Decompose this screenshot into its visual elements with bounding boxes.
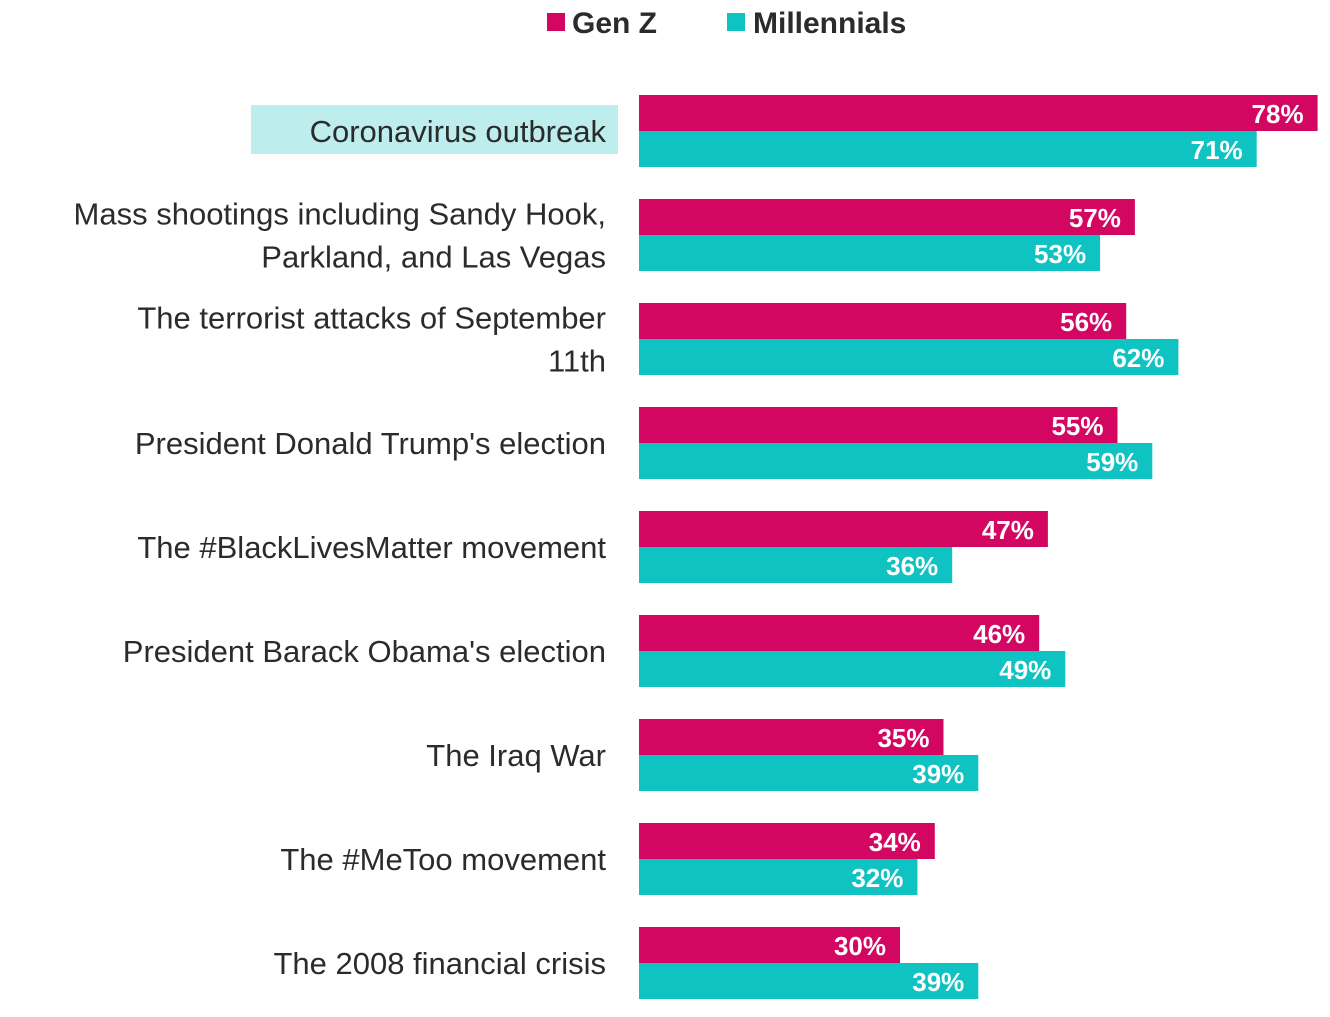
category-highlight <box>251 105 618 154</box>
bar-gen-z <box>639 927 900 963</box>
category-label: The terrorist attacks of September 11th <box>137 301 606 379</box>
data-label: 39% <box>912 967 964 997</box>
data-label: 78% <box>1252 99 1304 129</box>
data-label: 49% <box>999 655 1051 685</box>
bar-millennials <box>639 755 979 791</box>
bar-millennials <box>639 339 1179 375</box>
data-label: 30% <box>834 931 886 961</box>
data-label: 53% <box>1034 239 1086 269</box>
data-label: 39% <box>912 759 964 789</box>
bar-millennials <box>639 859 918 895</box>
data-label: 62% <box>1112 343 1164 373</box>
bar-millennials <box>639 443 1153 479</box>
legend-label-0: Gen Z <box>572 7 657 40</box>
legend-label-1: Millennials <box>753 7 906 40</box>
data-label: 36% <box>886 551 938 581</box>
data-label: 32% <box>851 863 903 893</box>
category-label: Coronavirus outbreak <box>310 114 607 149</box>
data-label: 35% <box>877 723 929 753</box>
bar-millennials <box>639 131 1257 167</box>
bar-gen-z <box>639 615 1040 651</box>
legend-swatch-1 <box>727 13 745 31</box>
category-label: The Iraq War <box>426 738 606 773</box>
category-label: President Donald Trump's election <box>135 426 606 461</box>
bar-millennials <box>639 651 1066 687</box>
category-label: Mass shootings including Sandy Hook, Park… <box>74 197 606 275</box>
bar-millennials <box>639 547 953 583</box>
bar-gen-z <box>639 719 944 755</box>
data-label: 71% <box>1191 135 1243 165</box>
category-label: President Barack Obama's election <box>123 634 606 669</box>
data-label: 56% <box>1060 307 1112 337</box>
data-label: 47% <box>982 515 1034 545</box>
bar-gen-z <box>639 199 1135 235</box>
data-label: 57% <box>1069 203 1121 233</box>
data-label: 46% <box>973 619 1025 649</box>
data-label: 34% <box>869 827 921 857</box>
bar-millennials <box>639 963 979 999</box>
category-label: The 2008 financial crisis <box>273 946 606 981</box>
bar-gen-z <box>639 95 1318 131</box>
bar-gen-z <box>639 511 1048 547</box>
data-label: 59% <box>1086 447 1138 477</box>
bar-gen-z <box>639 407 1118 443</box>
category-label: The #MeToo movement <box>280 842 606 877</box>
data-label: 55% <box>1051 411 1103 441</box>
legend-swatch-0 <box>547 13 565 31</box>
bar-gen-z <box>639 823 935 859</box>
bar-gen-z <box>639 303 1127 339</box>
bar-millennials <box>639 235 1101 271</box>
category-label: The #BlackLivesMatter movement <box>137 530 606 565</box>
